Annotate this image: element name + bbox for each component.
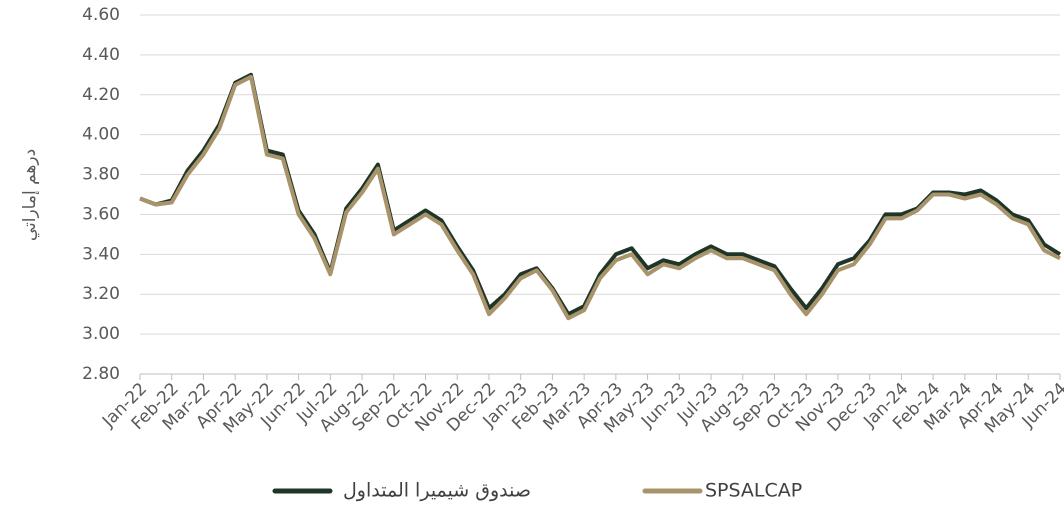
series-line xyxy=(139,74,1061,321)
y-axis-label: درهم إماراتي xyxy=(20,149,40,241)
y-tick-label: 4.60 xyxy=(82,5,120,25)
y-tick-label: 2.80 xyxy=(82,364,120,384)
y-tick-label: 4.40 xyxy=(82,45,120,65)
y-tick-label: 3.00 xyxy=(82,324,120,344)
y-tick-label: 4.20 xyxy=(82,85,120,105)
legend-label: SPSALCAP xyxy=(705,480,802,502)
legend-label: صندوق شيميرا المتداول xyxy=(343,480,531,502)
y-tick-label: 4.00 xyxy=(82,125,120,145)
y-tick-label: 3.80 xyxy=(82,165,120,185)
y-tick-label: 3.40 xyxy=(82,244,120,264)
y-tick-label: 3.60 xyxy=(82,204,120,224)
y-tick-label: 3.20 xyxy=(82,284,120,304)
